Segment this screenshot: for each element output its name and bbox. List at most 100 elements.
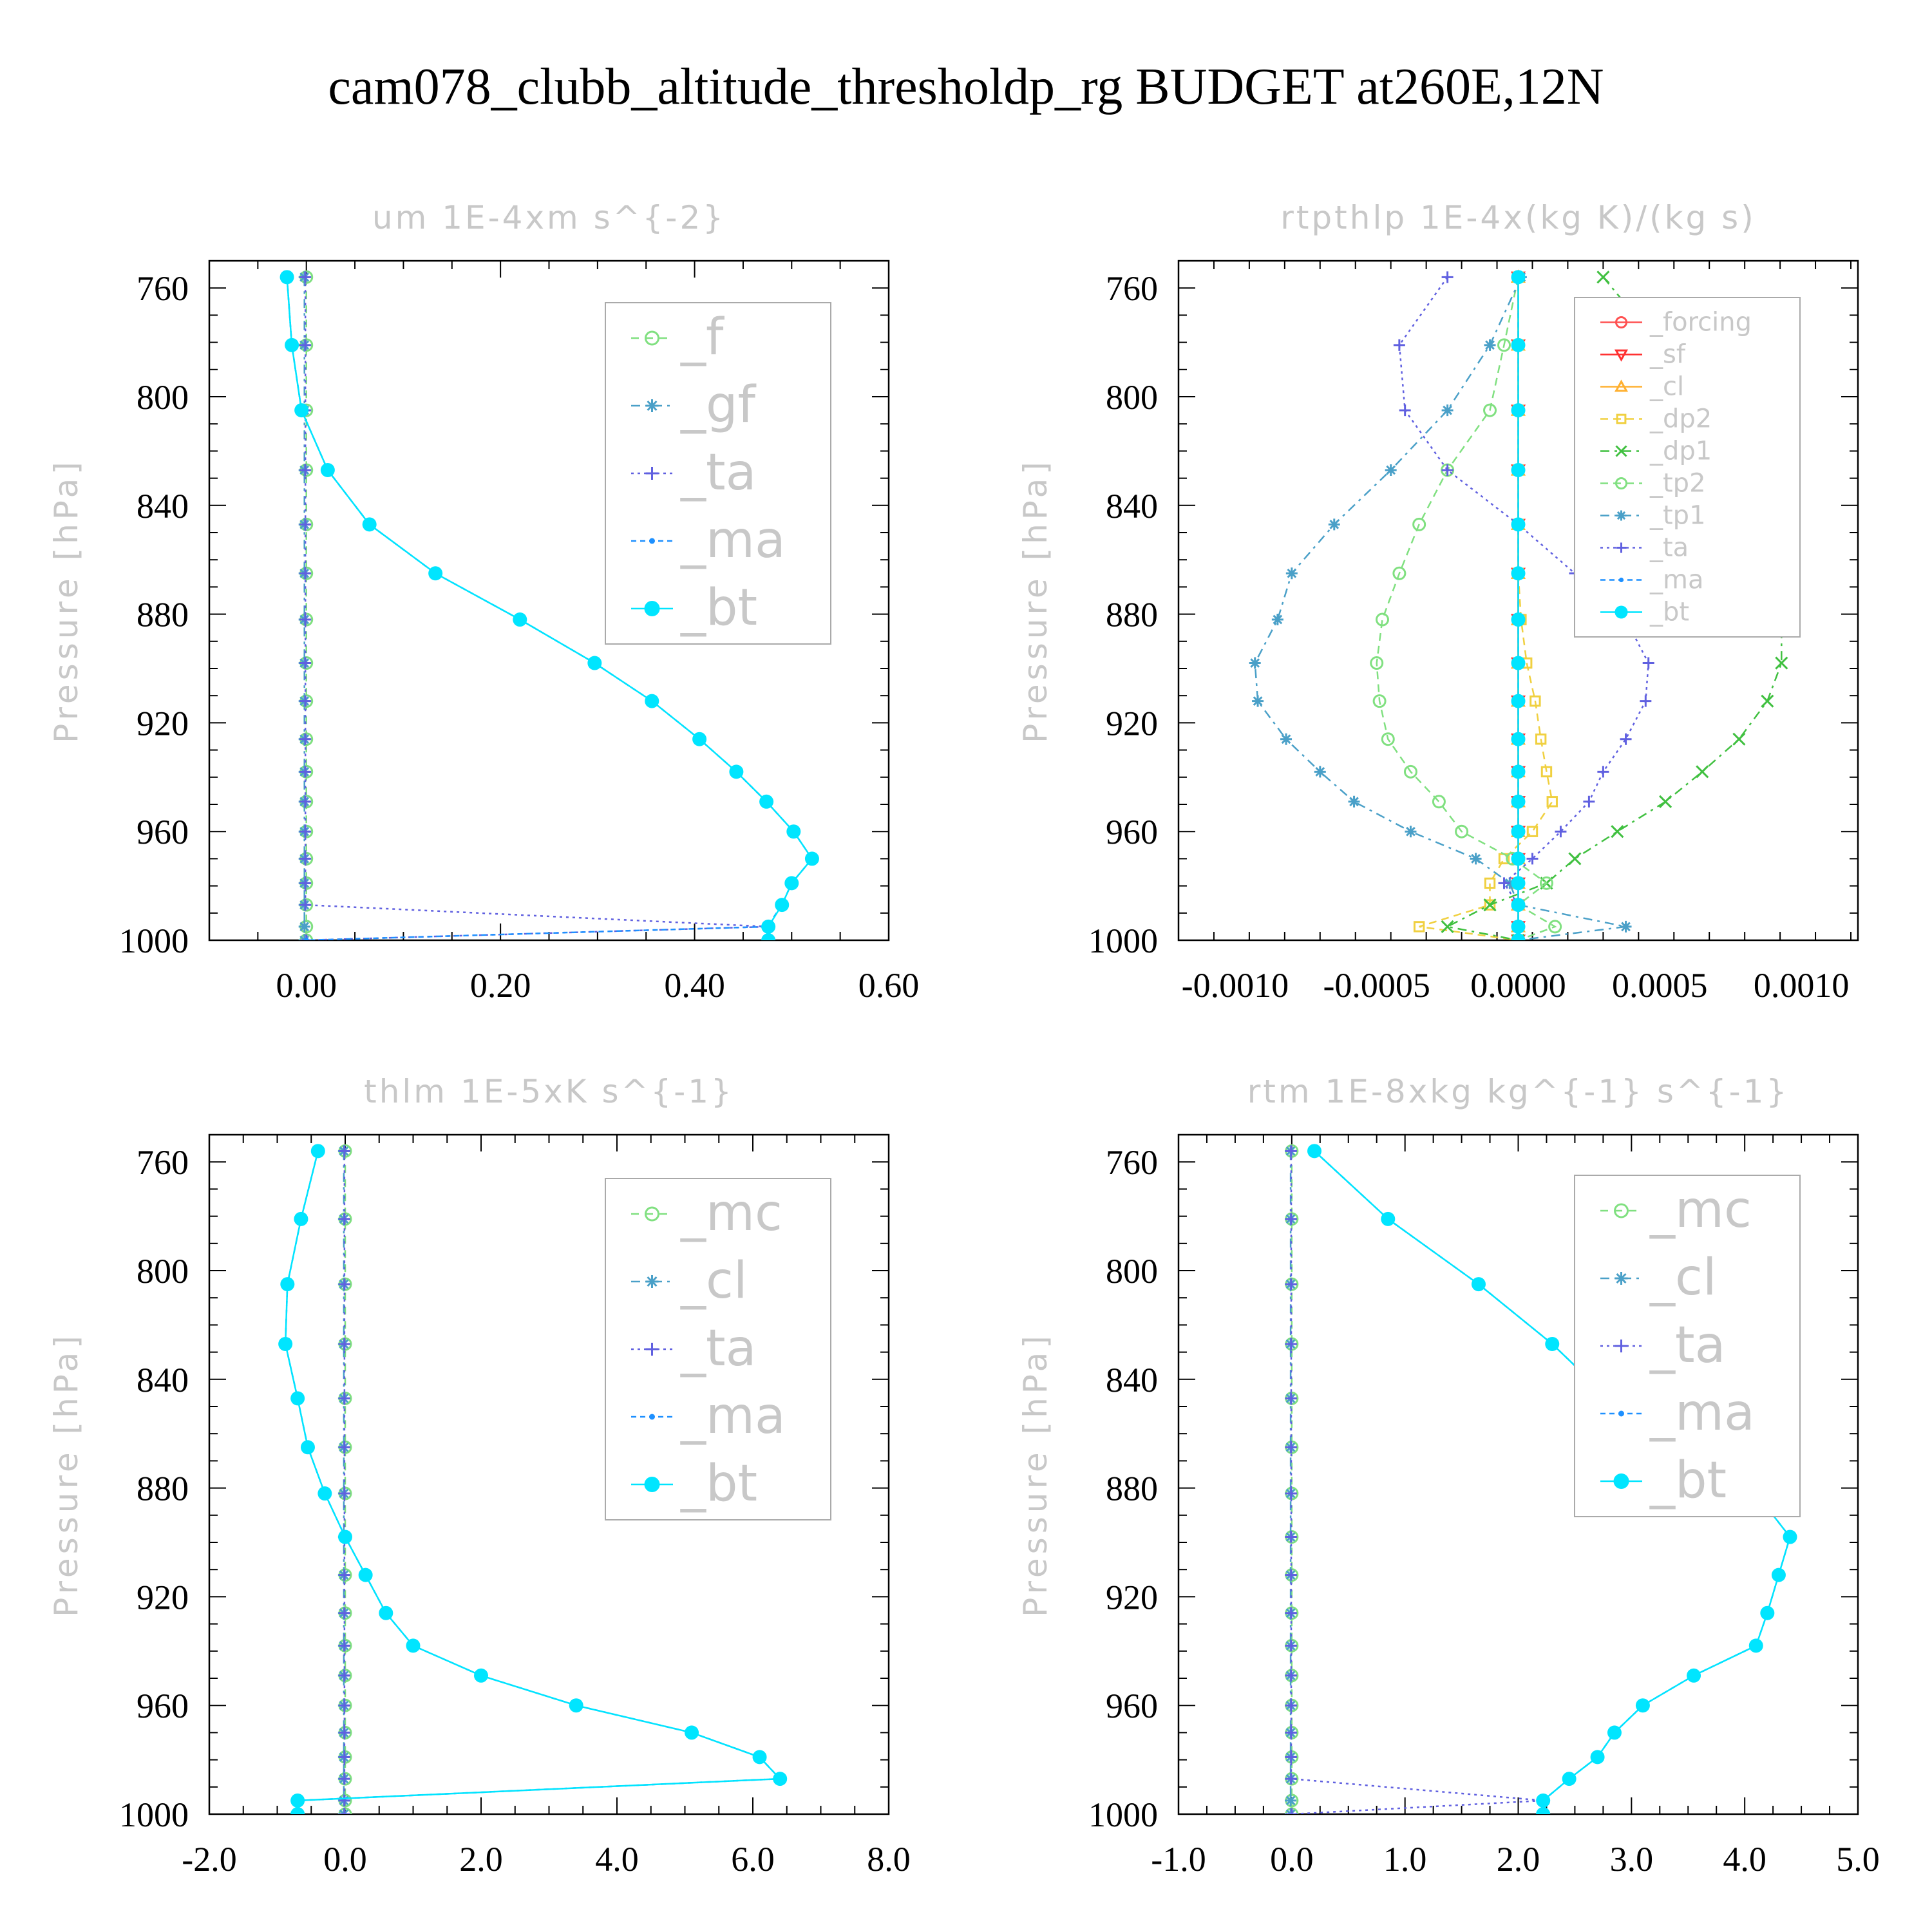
data-point (1546, 796, 1558, 808)
legend-entry: _ma (1649, 1384, 1755, 1442)
data-point (317, 1486, 332, 1501)
data-point (474, 1668, 488, 1683)
y-tick-label: 840 (1106, 487, 1158, 526)
data-point (1597, 766, 1609, 778)
x-tick-label: 4.0 (595, 1840, 639, 1879)
legend-entry: _bt (1649, 1452, 1727, 1510)
legend-marker (645, 1275, 659, 1288)
legend-marker (645, 399, 659, 412)
data-point (1328, 518, 1340, 531)
data-point (1511, 517, 1526, 532)
data-point (1441, 404, 1454, 417)
data-point (1511, 919, 1526, 934)
data-point (1285, 1441, 1297, 1454)
data-point (1285, 1669, 1297, 1681)
data-point (1562, 1772, 1577, 1786)
series-ta-line (1290, 1151, 1544, 1814)
series-gf (298, 271, 310, 940)
data-point (1536, 1807, 1551, 1814)
y-tick-label: 840 (137, 1361, 189, 1399)
data-point (1399, 404, 1411, 417)
legend-marker (645, 1206, 659, 1222)
data-point (1285, 1488, 1297, 1500)
data-point (1285, 1531, 1297, 1543)
data-point (1511, 270, 1526, 285)
data-point (1511, 462, 1526, 477)
data-point (299, 853, 312, 865)
data-point (310, 1144, 325, 1159)
legend-entry: _dp2 (1649, 404, 1712, 433)
data-point (1432, 795, 1446, 809)
data-point (1370, 656, 1384, 670)
data-point (299, 766, 312, 778)
legend-entry: _ta (1649, 533, 1689, 562)
data-point (1484, 339, 1496, 351)
x-tick-label: 8.0 (867, 1840, 911, 1879)
data-point (1385, 464, 1397, 476)
data-point (320, 462, 335, 477)
data-point (338, 1488, 350, 1500)
legend-marker (1616, 413, 1627, 424)
data-point (1280, 733, 1293, 745)
data-point (784, 876, 799, 891)
x-tick-label: -2.0 (182, 1840, 236, 1879)
panel-title: rtpthlp 1E-4x(kg K)/(kg s) (1280, 199, 1756, 236)
x-tick-label: 5.0 (1836, 1840, 1880, 1879)
data-point (1760, 1605, 1775, 1620)
data-point (1441, 271, 1454, 283)
legend-entry: _f (680, 308, 724, 366)
y-tick-label: 960 (137, 1687, 189, 1725)
x-tick-label: 3.0 (1610, 1840, 1654, 1879)
data-point (1392, 566, 1406, 580)
y-tick-label: 1000 (119, 922, 189, 960)
legend-entry: _ta (680, 1320, 756, 1378)
series-tp2-line (1376, 277, 1557, 940)
data-point (685, 1725, 699, 1740)
data-point (338, 1640, 350, 1652)
series-ta (1285, 1145, 1549, 1814)
series-bt (1307, 1144, 1797, 1814)
data-point (1748, 1638, 1763, 1653)
y-tick-label: 960 (1106, 813, 1158, 851)
legend-marker (645, 330, 659, 346)
legend: _forcing_sf _cl _dp2 _dp1_tp2_tp1 _ta _ma _bt (1574, 297, 1801, 638)
data-point (1536, 1793, 1551, 1808)
data-point (1640, 695, 1652, 707)
data-point (338, 1530, 352, 1544)
data-point (300, 934, 312, 940)
legend-entry: _ma (680, 1387, 786, 1445)
data-point (1511, 566, 1526, 581)
data-point (338, 1607, 350, 1619)
x-tick-label: 0.0000 (1470, 966, 1566, 1005)
legend-box (1574, 1175, 1801, 1517)
chart-panel-2: rtpthlp 1E-4x(kg K)/(kg s) Pressure [hPa]… (1017, 199, 1859, 1005)
data-point (1348, 795, 1360, 808)
data-point (1307, 1144, 1321, 1159)
data-point (1583, 795, 1595, 808)
legend-marker (1615, 477, 1627, 489)
data-point (1372, 694, 1387, 708)
legend-marker (1614, 1203, 1629, 1218)
y-tick-label: 920 (137, 1578, 189, 1616)
data-point (358, 1567, 373, 1582)
legend-marker (1615, 1340, 1628, 1352)
y-tick-label: 880 (137, 1470, 189, 1508)
x-tick-label: 0.20 (470, 966, 531, 1005)
legend-marker (1616, 542, 1627, 553)
data-point (338, 1669, 350, 1681)
data-point (299, 567, 312, 580)
data-point (1271, 614, 1283, 626)
legend-marker (1615, 316, 1627, 328)
x-tick-label: -0.0010 (1182, 966, 1289, 1005)
legend-marker (649, 1414, 655, 1420)
series-dp2-line (1419, 277, 1553, 940)
data-point (1511, 403, 1526, 418)
data-point (278, 1336, 293, 1351)
x-tick-label: 0.0005 (1612, 966, 1708, 1005)
data-point (299, 339, 312, 351)
data-point (338, 1441, 350, 1454)
panel-title: rtm 1E-8xkg kg^{-1} s^{-1} (1247, 1073, 1790, 1110)
data-point (786, 824, 801, 839)
y-tick-label: 920 (1106, 704, 1158, 743)
legend-box (605, 1178, 831, 1520)
